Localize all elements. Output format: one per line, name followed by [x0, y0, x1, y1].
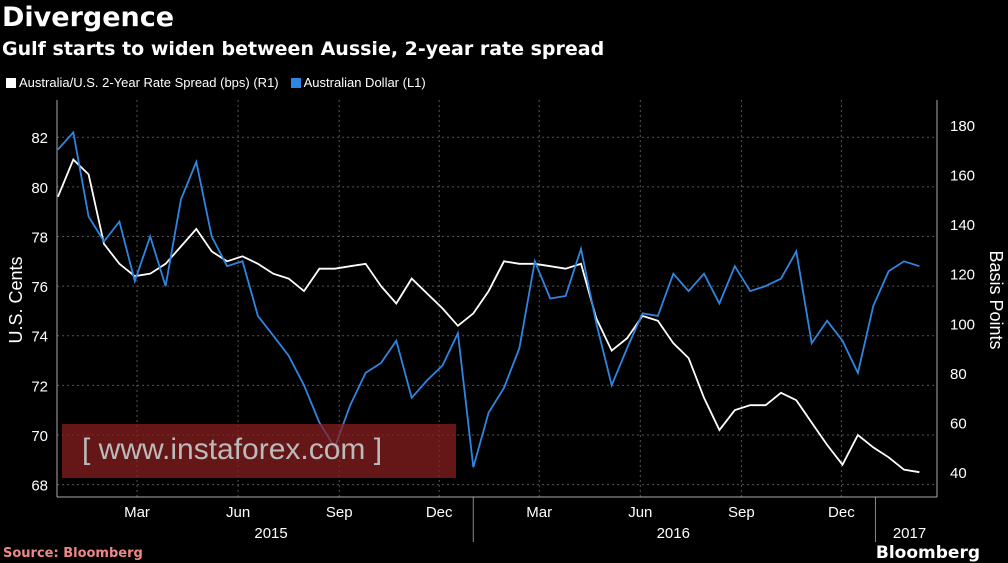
y-tick-right: 120 [950, 267, 975, 284]
brand-logo: Bloomberg [875, 543, 980, 563]
y-tick-right: 40 [950, 465, 967, 482]
legend-label: Australian Dollar (L1) [303, 75, 426, 90]
year-label: 2016 [657, 525, 690, 542]
legend-label: Australia/U.S. 2-Year Rate Spread (bps) … [19, 75, 279, 90]
legend-swatch [6, 78, 16, 88]
y-tick-left: 74 [31, 329, 48, 346]
series-line-rate-spread [57, 158, 920, 474]
x-tick-label: Jun [628, 504, 652, 521]
y-tick-left: 70 [31, 428, 48, 445]
source-note: Source: Bloomberg [3, 546, 143, 561]
y-tick-right: 180 [950, 118, 975, 135]
x-tick-label: Mar [124, 504, 150, 521]
y-tick-left: 72 [31, 378, 48, 395]
y-axis-label-right: Basis Points [986, 250, 1006, 349]
y-tick-right: 160 [950, 167, 975, 184]
x-tick-label: Dec [828, 504, 855, 521]
legend-item-aud: Australian Dollar (L1) [290, 75, 426, 90]
watermark-overlay: [ www.instaforex.com ] [62, 424, 456, 478]
year-label: 2015 [254, 525, 287, 542]
chart-title: Divergence [2, 2, 175, 33]
y-tick-left: 68 [31, 478, 48, 495]
chart-subtitle: Gulf starts to widen between Aussie, 2-y… [2, 38, 605, 60]
y-tick-right: 100 [950, 316, 975, 333]
y-tick-left: 82 [31, 130, 48, 147]
x-tick-label: Jun [226, 504, 250, 521]
x-tick-label: Sep [326, 504, 353, 521]
watermark-text: [ www.instaforex.com ] [82, 433, 383, 466]
legend: Australia/U.S. 2-Year Rate Spread (bps) … [6, 75, 426, 90]
year-label: 2017 [893, 525, 926, 542]
y-axis-label-left: U.S. Cents [6, 256, 26, 343]
x-tick-label: Mar [526, 504, 552, 521]
x-tick-label: Dec [426, 504, 453, 521]
y-tick-left: 78 [31, 229, 48, 246]
y-tick-right: 140 [950, 217, 975, 234]
x-tick-label: Sep [728, 504, 755, 521]
y-tick-right: 60 [950, 416, 967, 433]
y-tick-left: 80 [31, 180, 48, 197]
legend-swatch [290, 78, 301, 88]
series-line-australian-dollar [57, 130, 920, 468]
y-tick-right: 80 [950, 366, 967, 383]
y-tick-left: 76 [31, 279, 48, 296]
legend-item-spread: Australia/U.S. 2-Year Rate Spread (bps) … [6, 75, 279, 90]
